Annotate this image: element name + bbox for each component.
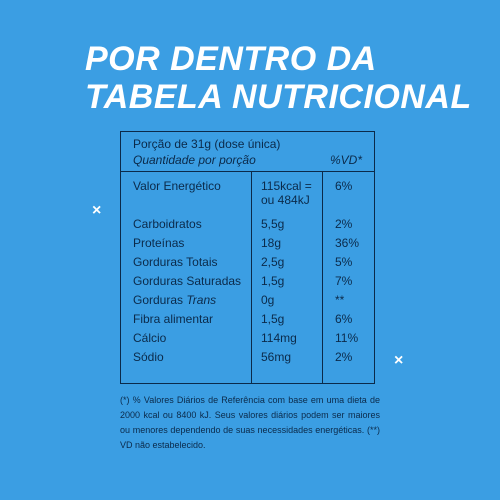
nutrient-name: Sódio — [133, 350, 164, 364]
nutrient-vd: 36% — [335, 236, 360, 250]
table-row: Fibra alimentar 1,5g 6% — [133, 310, 362, 329]
nutrient-name: Proteínas — [133, 236, 185, 250]
nutrient-value: 114mg — [261, 331, 297, 345]
nutrient-name: Gorduras Trans — [133, 291, 261, 310]
title-line-1: POR DENTRO DA — [85, 40, 377, 78]
nutrient-name-italic: Trans — [186, 293, 217, 307]
portion-label: Porção de 31g (dose única) — [133, 137, 281, 151]
nutrient-value: 18g — [261, 236, 282, 250]
table-row: Sódio 56mg 2% — [133, 348, 362, 367]
nutrient-name: Cálcio — [133, 331, 167, 345]
table-header: Porção de 31g (dose única) Quantidade po… — [121, 132, 374, 172]
nutrient-value: 56mg — [261, 350, 292, 364]
nutrient-name: Gorduras Saturadas — [133, 274, 242, 288]
table-row: Valor Energético 115kcal = ou 484kJ 6% — [133, 179, 362, 207]
energy-kcal: 115kcal = — [261, 179, 312, 193]
nutrient-vd: 7% — [335, 274, 353, 288]
quantity-label: Quantidade por porção — [133, 153, 256, 167]
nutrient-value: 0g — [261, 293, 275, 307]
nutrient-value: 115kcal = ou 484kJ — [261, 179, 335, 207]
nutrient-name-prefix: Gorduras — [133, 293, 187, 307]
column-divider — [251, 172, 252, 383]
nutrient-vd: 6% — [335, 179, 353, 193]
nutrient-value: 1,5g — [261, 274, 285, 288]
nutrient-vd: 2% — [335, 350, 353, 364]
page-title: POR DENTRO DA TABELA NUTRICIONAL — [85, 40, 472, 116]
nutrient-rows: Valor Energético 115kcal = ou 484kJ 6% C… — [121, 172, 374, 367]
table-row: Gorduras Saturadas 1,5g 7% — [133, 272, 362, 291]
nutrient-value: 2,5g — [261, 255, 285, 269]
table-row: Gorduras Trans 0g ** — [133, 291, 362, 310]
footnote: (*) % Valores Diários de Referência com … — [120, 395, 380, 450]
vd-header: %VD* — [329, 153, 362, 167]
table-row: Cálcio 114mg 11% — [133, 329, 362, 348]
nutrient-name: Gorduras Totais — [133, 255, 218, 269]
nutrient-name: Carboidratos — [133, 217, 202, 231]
nutrient-vd: ** — [335, 293, 345, 307]
nutrition-table: Porção de 31g (dose única) Quantidade po… — [120, 131, 375, 384]
table-row: Proteínas 18g 36% — [133, 234, 362, 253]
x-mark-icon: × — [394, 352, 404, 369]
nutrient-vd: 2% — [335, 217, 353, 231]
nutrient-value: 5,5g — [261, 217, 285, 231]
x-mark-icon: × — [92, 202, 102, 219]
title-line-2: TABELA NUTRICIONAL — [85, 78, 472, 116]
nutrient-value: 1,5g — [261, 312, 285, 326]
nutrient-name: Valor Energético — [133, 179, 221, 193]
column-divider — [322, 172, 323, 383]
table-row: Gorduras Totais 2,5g 5% — [133, 253, 362, 272]
nutrient-vd: 11% — [335, 331, 359, 345]
table-row: Carboidratos 5,5g 2% — [133, 215, 362, 234]
nutrient-name: Fibra alimentar — [133, 312, 214, 326]
nutrient-vd: 5% — [335, 255, 353, 269]
nutrient-vd: 6% — [335, 312, 353, 326]
energy-kj: ou 484kJ — [261, 193, 310, 207]
